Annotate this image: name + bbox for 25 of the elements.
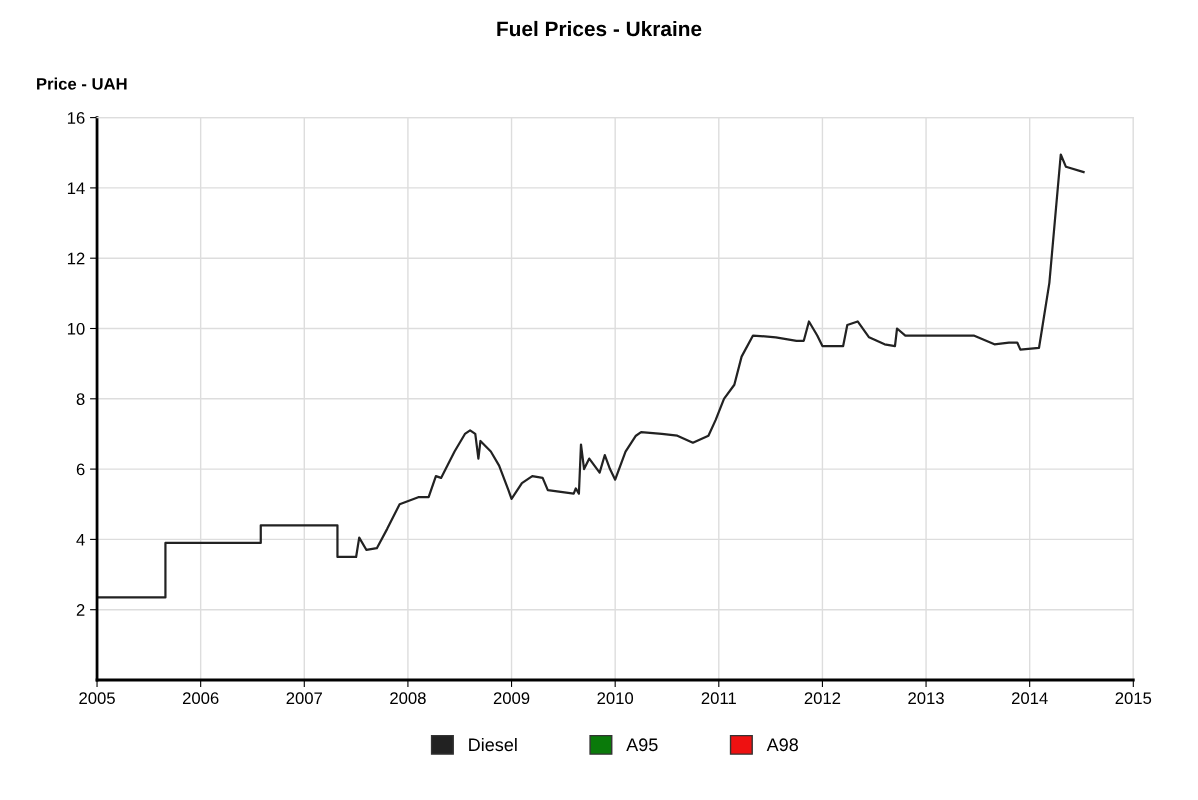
- y-tick-label: 12: [67, 252, 85, 265]
- y-axis-title: Price - UAH: [37, 77, 127, 90]
- line-series: [97, 153, 1085, 599]
- legend-label: A98: [766, 738, 798, 752]
- legend-label: Diesel: [469, 737, 517, 752]
- y-tick-label: 14: [67, 182, 85, 194]
- y-tick-label: 4: [76, 533, 85, 546]
- x-tick-label: 2010: [597, 692, 634, 705]
- y-tick-label: 16: [67, 112, 85, 124]
- x-tick-label: 2011: [701, 692, 736, 705]
- x-tick-label: 2014: [1011, 692, 1048, 705]
- x-tick-label: 2013: [908, 692, 944, 705]
- legend-label: A95: [626, 738, 658, 752]
- x-tick-label: 2009: [493, 692, 530, 705]
- y-tick-label: 6: [76, 463, 85, 476]
- x-tick-label: 2008: [390, 692, 426, 705]
- y-tick-label: 8: [76, 393, 85, 405]
- x-tick-label: 2015: [1115, 692, 1152, 705]
- y-tick-label: 2: [76, 604, 85, 616]
- y-tick-label: 10: [67, 322, 85, 335]
- x-tick-label: 2012: [804, 692, 841, 705]
- x-tick-label: 2005: [79, 692, 115, 705]
- x-tick-label: 2007: [286, 692, 322, 705]
- x-tick-label: 2006: [182, 692, 219, 705]
- chart-title: Fuel Prices - Ukraine: [497, 20, 702, 37]
